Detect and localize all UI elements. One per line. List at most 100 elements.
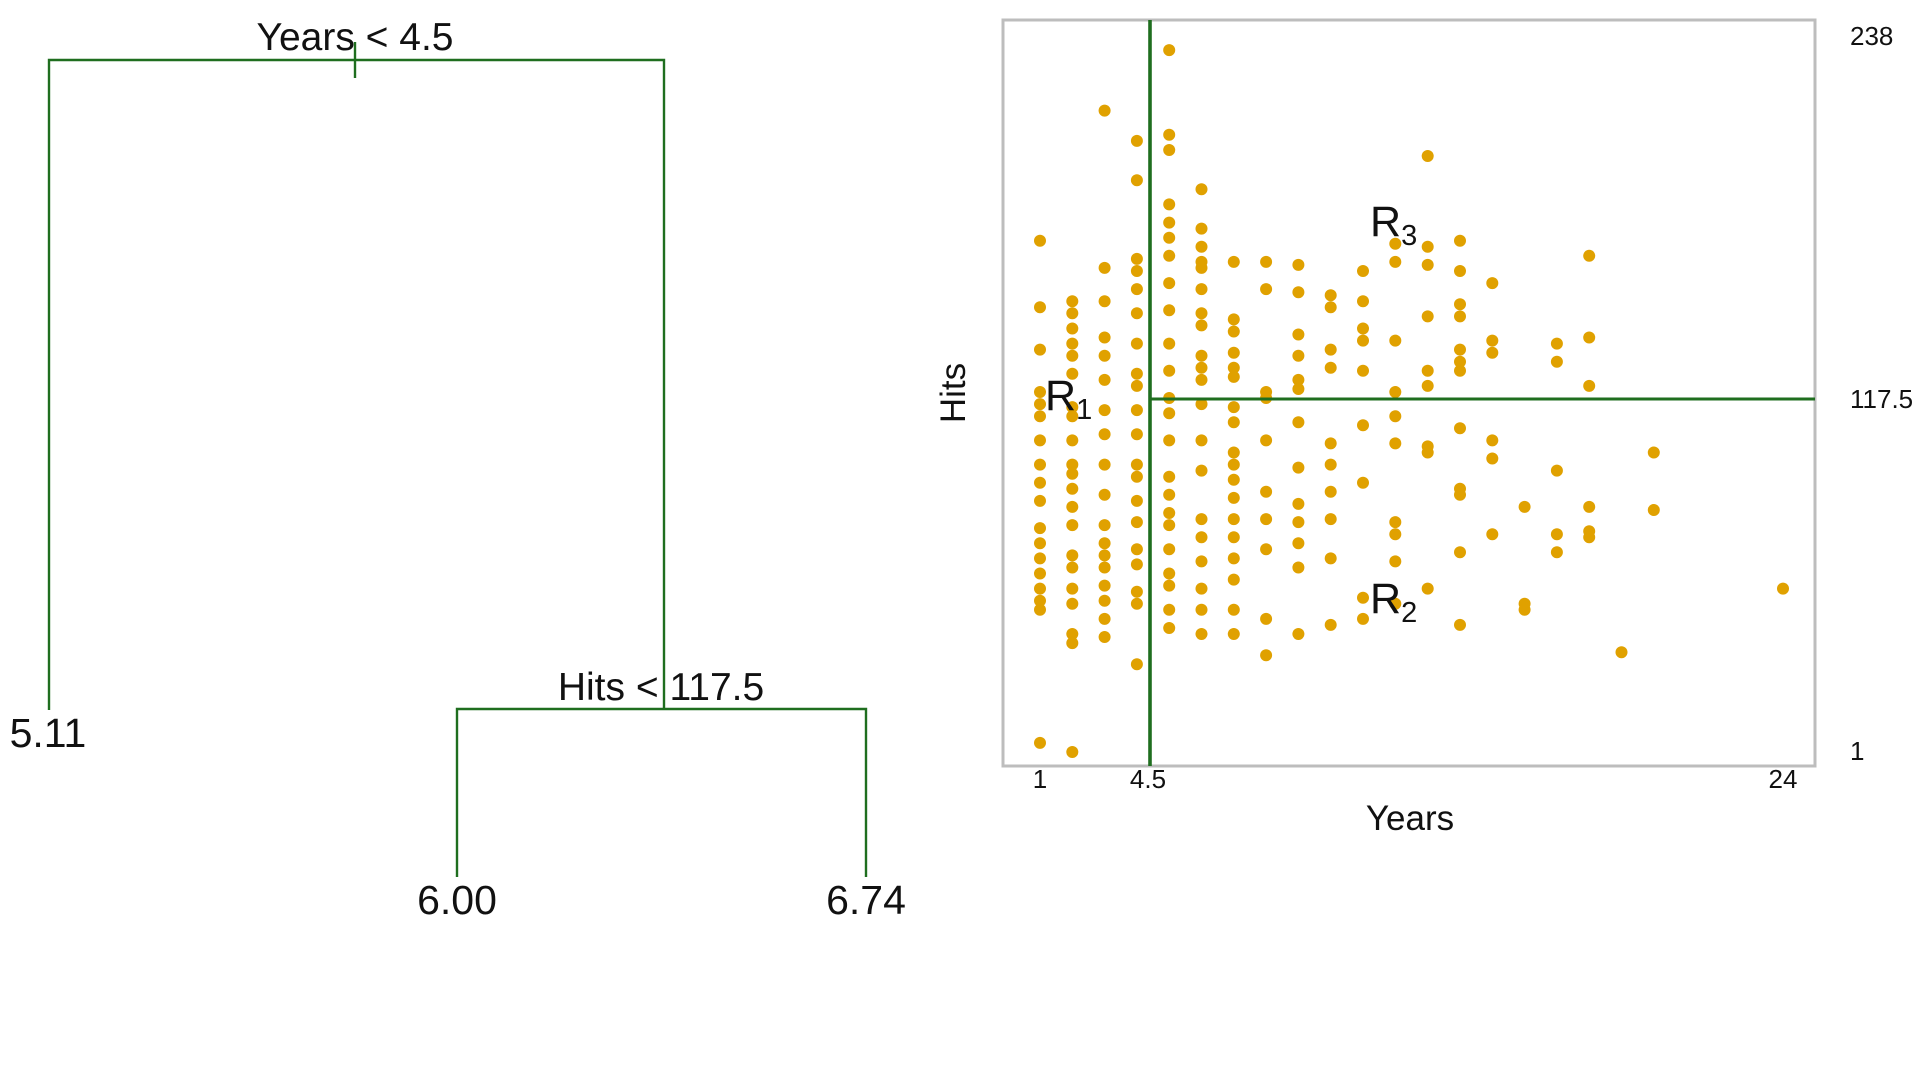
data-point: [1324, 343, 1337, 356]
data-point: [1550, 546, 1563, 559]
data-point: [1195, 240, 1208, 253]
data-point: [1357, 591, 1369, 604]
data-point: [1227, 552, 1240, 565]
data-point: [1486, 452, 1499, 465]
data-point: [1034, 234, 1046, 247]
data-point: [1583, 331, 1596, 344]
data-point: [1227, 531, 1240, 544]
data-point: [1163, 567, 1176, 580]
data-point: [1357, 265, 1369, 277]
data-point: [1227, 361, 1240, 374]
data-point: [1034, 567, 1046, 580]
data-point: [1227, 603, 1240, 616]
region-r1-letter: R: [1045, 372, 1076, 420]
data-point: [1034, 603, 1046, 616]
data-point: [1389, 410, 1402, 423]
data-point: [1163, 543, 1176, 556]
data-point: [1066, 434, 1079, 447]
data-point: [1454, 355, 1466, 368]
data-point: [1163, 231, 1176, 244]
data-point: [1098, 488, 1111, 501]
data-point: [1227, 573, 1240, 586]
data-point: [1195, 531, 1208, 544]
data-point: [1195, 319, 1208, 332]
data-point: [1098, 295, 1111, 308]
data-point: [1195, 628, 1208, 640]
data-point: [1066, 307, 1079, 320]
data-point: [1098, 404, 1111, 417]
data-point: [1260, 434, 1273, 447]
data-points: [1034, 44, 1789, 758]
data-point: [1163, 249, 1176, 262]
x-tick-label-1: 1: [1033, 764, 1047, 794]
data-point: [1066, 637, 1079, 650]
data-point: [1324, 361, 1337, 374]
data-point: [1292, 628, 1305, 640]
data-point: [1130, 337, 1143, 350]
data-point: [1357, 419, 1369, 432]
data-point: [1227, 513, 1240, 526]
data-point: [1130, 307, 1143, 320]
data-point: [1227, 446, 1240, 459]
y-tick-label-117-5: 117.5: [1850, 384, 1913, 414]
data-point: [1583, 500, 1596, 513]
data-point: [1324, 289, 1337, 302]
data-point: [1066, 582, 1079, 595]
data-point: [1163, 364, 1176, 377]
data-point: [1130, 252, 1143, 265]
data-point: [1454, 364, 1466, 377]
data-point: [1098, 561, 1111, 574]
data-point: [1130, 516, 1143, 529]
data-point: [1421, 446, 1434, 459]
tree-root-split-label: Years < 4.5: [257, 16, 454, 59]
data-point: [1195, 361, 1208, 374]
data-point: [1583, 249, 1596, 262]
data-point: [1066, 500, 1079, 513]
region-r3-letter: R: [1370, 198, 1401, 246]
data-point: [1260, 543, 1273, 556]
data-point: [1454, 618, 1466, 631]
data-point: [1034, 398, 1046, 411]
data-point: [1034, 594, 1046, 607]
y-axis-title: Hits: [934, 363, 973, 423]
data-point: [1421, 364, 1434, 377]
data-point: [1292, 383, 1305, 395]
data-point: [1163, 507, 1176, 519]
x-axis-title: Years: [1366, 799, 1454, 838]
data-point: [1454, 298, 1466, 311]
data-point: [1389, 237, 1402, 250]
tree-right-split-label: Hits < 117.5: [558, 666, 764, 709]
data-point: [1486, 528, 1499, 541]
data-point: [1066, 337, 1079, 350]
data-point: [1389, 437, 1402, 450]
data-point: [1034, 410, 1046, 423]
data-point: [1130, 658, 1143, 671]
data-point: [1066, 519, 1079, 532]
data-point: [1292, 373, 1305, 386]
region-r2-subscript: 2: [1401, 597, 1417, 629]
data-point: [1324, 301, 1337, 314]
y-tick-label-238: 238: [1850, 21, 1893, 51]
data-point: [1486, 334, 1499, 347]
data-point: [1421, 258, 1434, 271]
tree-leaf-right-value: 6.74: [826, 877, 906, 923]
data-point: [1324, 485, 1337, 498]
data-point: [1098, 594, 1111, 607]
data-point: [1130, 134, 1143, 147]
data-point: [1163, 128, 1176, 141]
data-point: [1486, 277, 1499, 290]
data-point: [1454, 546, 1466, 559]
data-point: [1292, 416, 1305, 429]
data-point: [1777, 582, 1789, 595]
data-point: [1195, 183, 1208, 196]
data-point: [1324, 458, 1337, 471]
data-point: [1292, 461, 1305, 474]
data-point: [1130, 470, 1143, 483]
data-point: [1098, 261, 1111, 274]
data-point: [1163, 44, 1176, 57]
data-point: [1034, 386, 1046, 398]
data-point: [1034, 434, 1046, 447]
data-point: [1421, 240, 1434, 253]
data-point: [1195, 555, 1208, 568]
